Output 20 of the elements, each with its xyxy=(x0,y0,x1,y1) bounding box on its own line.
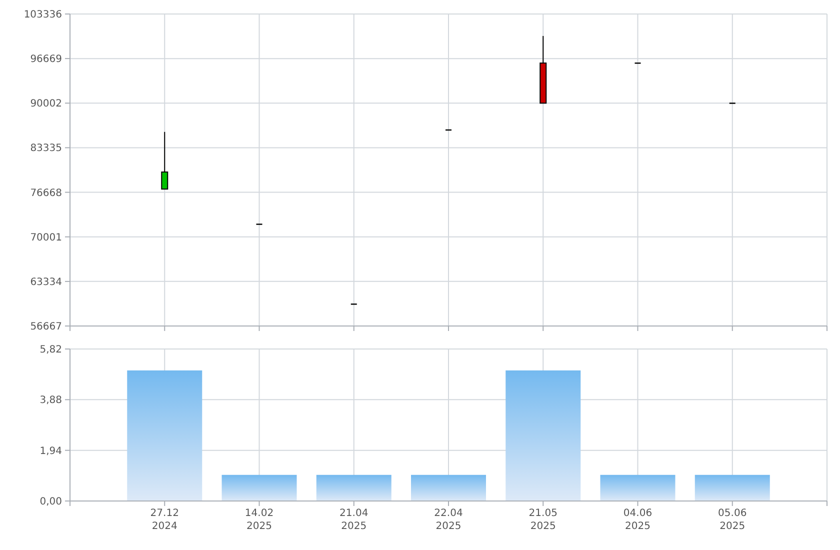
x-tick-label: 04.06 2025 xyxy=(623,508,652,532)
y-tick-label: 3,88 xyxy=(40,395,62,406)
x-tick-label: 21.05 2025 xyxy=(528,508,558,532)
x-tick-label: 21.04 2025 xyxy=(340,508,368,532)
y-tick-label: 96669 xyxy=(30,54,62,66)
y-tick-label: 90002 xyxy=(30,98,62,110)
x-tick-label: 05.06 2025 xyxy=(718,508,747,532)
y-tick-label: 103336 xyxy=(24,10,62,20)
x-tick-label: 22.04 2025 xyxy=(434,508,463,532)
y-tick-label: 0,00 xyxy=(40,496,62,508)
x-tick-label: 14.02 2025 xyxy=(244,508,274,532)
y-tick-label: 76668 xyxy=(30,188,62,199)
y-tick-label: 1,94 xyxy=(40,446,62,457)
y-tick-label: 70001 xyxy=(30,232,62,244)
y-tick-label: 63334 xyxy=(30,276,62,288)
y-tick-label: 83335 xyxy=(30,143,62,154)
candlestick xyxy=(161,131,168,190)
y-tick-label: 5,82 xyxy=(40,344,62,356)
x-tick-label: 27.12 2024 xyxy=(150,508,179,532)
y-tick-label: 56667 xyxy=(30,322,62,332)
